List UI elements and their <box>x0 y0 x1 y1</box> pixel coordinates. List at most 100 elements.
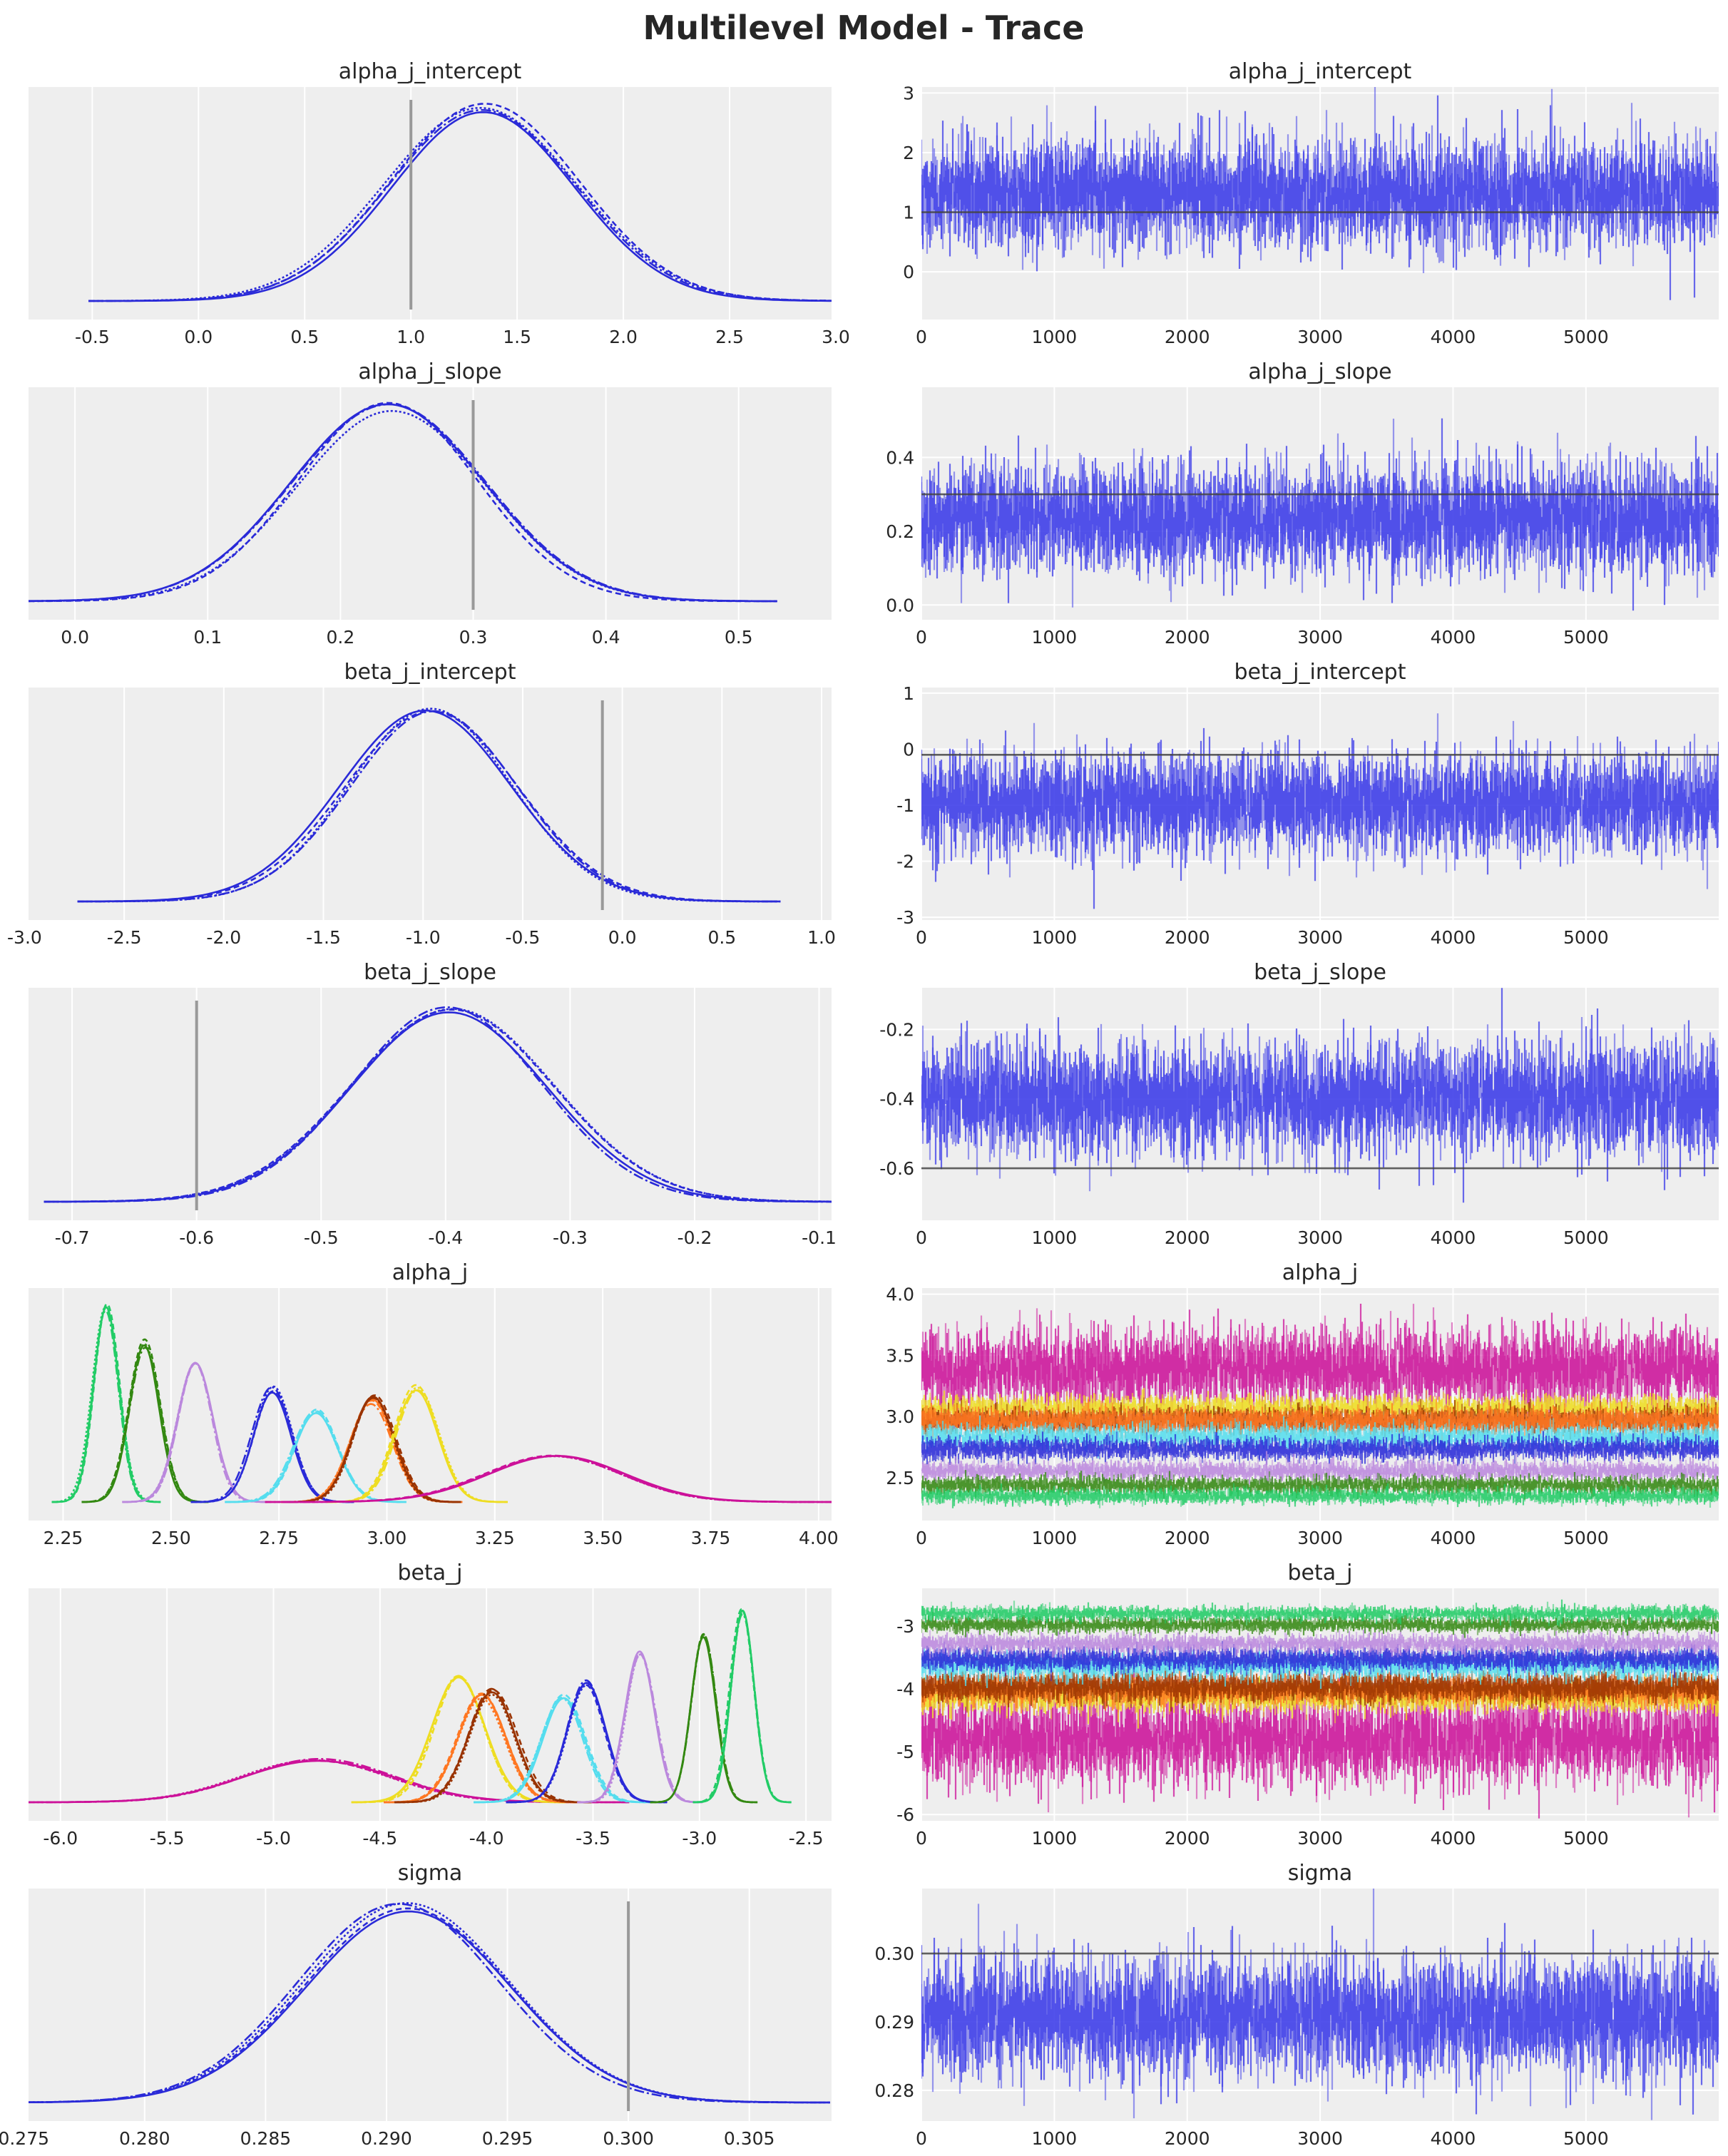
density-curve <box>190 1386 354 1503</box>
x-tick-label: 0.5 <box>707 927 736 948</box>
panel-title: beta_j_slope <box>364 960 496 985</box>
density-curve <box>44 1006 832 1203</box>
x-tick-label: 3000 <box>1297 327 1343 347</box>
panel-trace-2: 0 1000 2000 3000 4000 5000 -3 -2 -1 0 1 beta_j_inte… <box>896 660 1719 948</box>
panel-title: alpha_j_intercept <box>1229 59 1412 84</box>
density-curve <box>474 1697 653 1804</box>
y-tick-label: 0 <box>903 739 914 760</box>
x-tick-label: 5000 <box>1563 327 1609 347</box>
trace-series <box>921 419 1719 608</box>
x-tick-label: 0.290 <box>361 2128 412 2149</box>
x-tick-label: 0 <box>916 927 927 948</box>
panels: -0.5 0.0 0.5 1.0 1.5 2.0 2.5 3.0 alpha_j_interce… <box>0 59 1719 2149</box>
density-curve <box>506 1679 668 1804</box>
density-curve <box>692 1613 792 1804</box>
trace-series <box>921 1396 1719 1441</box>
x-tick-label: 3.75 <box>691 1528 731 1548</box>
density-curve <box>384 1693 581 1804</box>
x-tick-label: 0.4 <box>592 627 620 648</box>
y-tick-label: 2.5 <box>886 1468 914 1488</box>
density-curve <box>88 108 832 302</box>
panel-trace-4: 0 1000 2000 3000 4000 5000 2.5 3.0 3.5 4.0 alpha_j <box>886 1260 1719 1548</box>
x-tick-label: -0.5 <box>506 927 541 948</box>
trace-series <box>921 1625 1719 1660</box>
x-tick-label: 0.5 <box>290 327 319 347</box>
x-tick-label: 3000 <box>1297 627 1343 648</box>
trace-series <box>921 713 1719 889</box>
panel-trace-1: 0 1000 2000 3000 4000 5000 0.0 0.2 0.4 alpha_j_sl… <box>886 359 1719 648</box>
y-tick-label: -6 <box>896 1804 914 1825</box>
x-tick-label: -0.7 <box>55 1227 90 1248</box>
x-tick-label: 4000 <box>1431 2128 1476 2149</box>
x-tick-label: 0.1 <box>193 627 222 648</box>
x-tick-label: 4000 <box>1431 627 1476 648</box>
panel-density-2: -3.0 -2.5 -2.0 -1.5 -1.0 -0.5 0.0 0.5 1.0 beta_j_… <box>7 660 836 948</box>
plot-area <box>29 1889 832 2121</box>
y-tick-label: 0.28 <box>874 2080 914 2101</box>
panel-density-3: -0.7 -0.6 -0.5 -0.4 -0.3 -0.2 -0.1 beta_j_slope <box>29 960 837 1248</box>
y-tick-label: -0.6 <box>879 1158 914 1179</box>
x-tick-label: 1000 <box>1032 327 1078 347</box>
y-tick-label: 0 <box>903 262 914 282</box>
x-tick-label: 0 <box>916 327 927 347</box>
x-tick-label: 0.275 <box>0 2128 49 2149</box>
y-tick-label: -0.4 <box>879 1089 914 1110</box>
x-tick-label: 3.00 <box>367 1528 407 1548</box>
figure-title: Multilevel Model - Trace <box>643 9 1085 47</box>
x-tick-label: 3000 <box>1297 2128 1343 2149</box>
x-tick-label: -3.0 <box>682 1828 717 1849</box>
density-curve <box>81 1347 209 1503</box>
density-curve <box>29 409 777 603</box>
density-curve <box>29 1758 630 1804</box>
x-tick-label: -2.5 <box>789 1828 824 1849</box>
x-tick-label: 4000 <box>1431 327 1476 347</box>
y-tick-label: 0.0 <box>886 595 914 615</box>
x-tick-label: 2000 <box>1165 1227 1210 1248</box>
x-tick-label: 2.25 <box>44 1528 83 1548</box>
x-tick-label: 3.50 <box>583 1528 623 1548</box>
trace-series <box>921 1889 1719 2120</box>
y-tick-label: 3.0 <box>886 1406 914 1427</box>
x-tick-label: -1.5 <box>306 927 341 948</box>
x-tick-label: -3.5 <box>576 1828 610 1849</box>
x-tick-label: 3.25 <box>475 1528 515 1548</box>
x-tick-label: 0.2 <box>326 627 354 648</box>
density-curve <box>51 1309 161 1503</box>
x-tick-label: 0.0 <box>608 927 637 948</box>
x-tick-label: 1.0 <box>397 327 425 347</box>
density-curve <box>51 1306 161 1503</box>
x-tick-label: -0.3 <box>553 1227 588 1248</box>
panel-title: sigma <box>1288 1861 1353 1886</box>
density-curve <box>265 1455 832 1503</box>
y-tick-label: 0.30 <box>874 1943 914 1964</box>
y-tick-label: 1 <box>903 203 914 223</box>
x-tick-label: 2000 <box>1165 927 1210 948</box>
x-tick-label: 2.0 <box>609 327 638 347</box>
x-tick-label: -2.0 <box>206 927 241 948</box>
density-curve <box>29 403 777 603</box>
x-tick-label: 0 <box>916 627 927 648</box>
density-curve <box>506 1684 668 1804</box>
x-tick-label: 3000 <box>1297 1528 1343 1548</box>
y-tick-label: 4.0 <box>886 1284 914 1305</box>
x-tick-label: 5000 <box>1563 1528 1609 1548</box>
x-tick-label: 5000 <box>1563 2128 1609 2149</box>
x-tick-label: 1000 <box>1032 2128 1078 2149</box>
x-tick-label: -0.1 <box>802 1227 837 1248</box>
x-tick-label: 2.5 <box>715 327 744 347</box>
y-tick-label: -4 <box>896 1679 914 1700</box>
x-tick-label: -2.5 <box>107 927 142 948</box>
y-tick-label: -1 <box>896 795 914 816</box>
x-tick-label: -0.4 <box>428 1227 463 1248</box>
x-tick-label: 0 <box>916 1227 927 1248</box>
panel-density-1: 0.0 0.1 0.2 0.3 0.4 0.5 alpha_j_slope <box>29 359 832 648</box>
x-tick-label: 1000 <box>1032 927 1078 948</box>
y-tick-label: 0.4 <box>886 447 914 468</box>
y-tick-label: 1 <box>903 683 914 704</box>
x-tick-label: 5000 <box>1563 927 1609 948</box>
panel-trace-6: 0 1000 2000 3000 4000 5000 0.28 0.29 0.30 sigma <box>874 1861 1719 2149</box>
trace-series <box>921 1430 1719 1468</box>
y-tick-label: -3 <box>896 1616 914 1637</box>
panel-title: beta_j_intercept <box>344 660 516 685</box>
x-tick-label: -0.6 <box>179 1227 214 1248</box>
